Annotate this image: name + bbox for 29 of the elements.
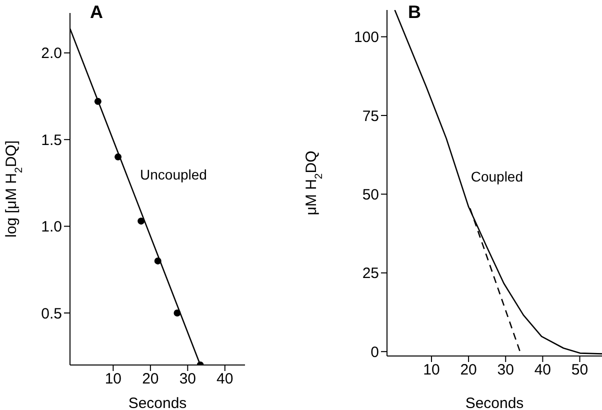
point [154, 257, 162, 264]
y-tick-label: 50 [362, 186, 379, 204]
chart-title: A [90, 2, 103, 23]
annotation: Coupled [470, 168, 523, 185]
x-tick-label: 20 [460, 362, 477, 379]
point [174, 309, 181, 316]
x-tick-label: 40 [216, 370, 234, 388]
x-tick-label: 30 [497, 362, 514, 379]
annotation: Uncoupled [140, 166, 207, 182]
x-tick-label: 40 [534, 362, 552, 379]
y-tick-label: 1.0 [41, 218, 62, 236]
y-tick-label: 0 [370, 344, 379, 361]
y-tick-label: 0.5 [41, 305, 62, 322]
point [138, 218, 145, 225]
x-tick-label: 20 [142, 370, 159, 388]
x-axis-title: Seconds [128, 395, 187, 410]
y-tick-label: 75 [362, 108, 379, 125]
y-tick-label: 1.5 [41, 132, 62, 149]
point [94, 98, 102, 105]
y-tick-label: 100 [354, 29, 379, 46]
y-tick-label: 2.0 [41, 45, 62, 62]
chart-title: B [408, 2, 421, 23]
x-tick-label: 10 [104, 370, 122, 388]
x-tick-label: 10 [423, 362, 440, 379]
x-tick-label: 30 [179, 370, 196, 388]
x-axis-title: Seconds [465, 395, 524, 410]
x-tick-label: 50 [571, 362, 588, 379]
y-tick-label: 25 [362, 265, 379, 282]
point [114, 153, 122, 160]
